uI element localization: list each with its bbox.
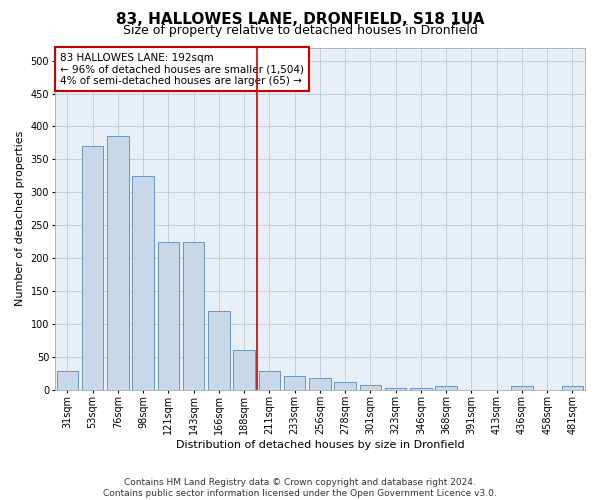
X-axis label: Distribution of detached houses by size in Dronfield: Distribution of detached houses by size … bbox=[176, 440, 464, 450]
Bar bbox=[284, 376, 305, 390]
Text: 83, HALLOWES LANE, DRONFIELD, S18 1UA: 83, HALLOWES LANE, DRONFIELD, S18 1UA bbox=[116, 12, 484, 28]
Bar bbox=[385, 388, 406, 390]
Bar bbox=[259, 371, 280, 390]
Bar bbox=[133, 176, 154, 390]
Y-axis label: Number of detached properties: Number of detached properties bbox=[15, 131, 25, 306]
Bar bbox=[56, 371, 78, 390]
Text: Size of property relative to detached houses in Dronfield: Size of property relative to detached ho… bbox=[122, 24, 478, 37]
Bar bbox=[511, 386, 533, 390]
Bar bbox=[158, 242, 179, 390]
Bar bbox=[410, 388, 431, 390]
Bar bbox=[334, 382, 356, 390]
Bar bbox=[359, 385, 381, 390]
Bar bbox=[82, 146, 103, 390]
Bar bbox=[436, 386, 457, 390]
Bar bbox=[233, 350, 255, 390]
Bar bbox=[562, 386, 583, 390]
Bar bbox=[107, 136, 128, 390]
Bar bbox=[183, 242, 205, 390]
Bar bbox=[208, 310, 230, 390]
Text: 83 HALLOWES LANE: 192sqm
← 96% of detached houses are smaller (1,504)
4% of semi: 83 HALLOWES LANE: 192sqm ← 96% of detach… bbox=[60, 52, 304, 86]
Text: Contains HM Land Registry data © Crown copyright and database right 2024.
Contai: Contains HM Land Registry data © Crown c… bbox=[103, 478, 497, 498]
Bar bbox=[309, 378, 331, 390]
